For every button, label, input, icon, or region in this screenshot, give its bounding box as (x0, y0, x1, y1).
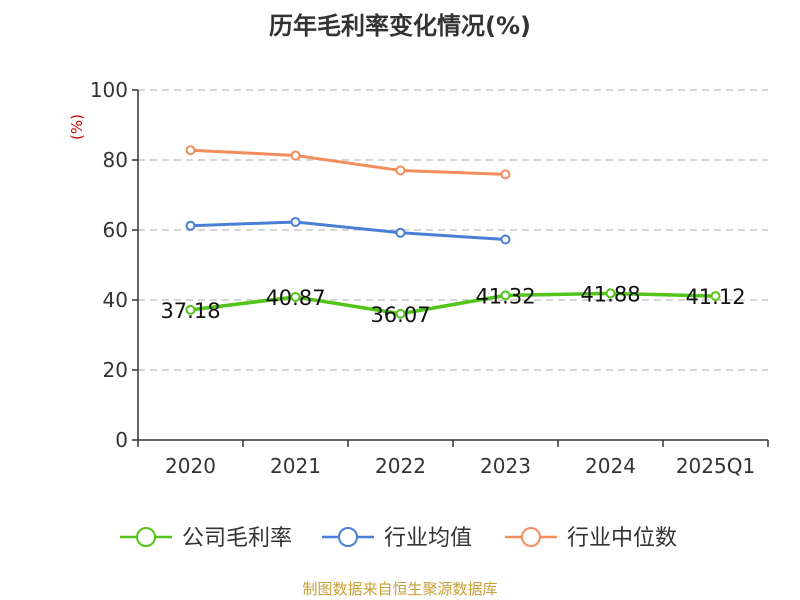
chart-title: 历年毛利率变化情况(%) (269, 12, 531, 40)
x-tick-label: 2025Q1 (676, 454, 755, 478)
data-point (185, 304, 196, 315)
legend-label: 行业中位数 (567, 526, 677, 551)
x-tick-label: 2022 (375, 454, 426, 478)
series-line (189, 148, 507, 176)
series-line (188, 291, 718, 316)
data-label: 41.88 (580, 282, 640, 306)
data-point (185, 145, 196, 156)
grid-lines (138, 89, 768, 371)
legend-marker (136, 527, 156, 547)
data-point (500, 290, 511, 301)
y-tick-label: 100 (90, 78, 128, 102)
x-tick-label: 2021 (270, 454, 321, 478)
data-label: 41.12 (685, 285, 745, 309)
y-axis-unit: (%) (68, 114, 86, 140)
data-point (290, 216, 301, 227)
series-lines (185, 145, 721, 319)
y-tick-label: 40 (103, 288, 128, 312)
data-label: 41.32 (475, 284, 535, 308)
data-point (290, 291, 301, 302)
y-tick-label: 60 (103, 218, 128, 242)
legend-marker (338, 527, 358, 547)
source-footer: 制图数据来自恒生聚源数据库 (302, 580, 498, 598)
data-label: 40.87 (265, 286, 325, 310)
data-point (500, 234, 511, 245)
data-label: 37.18 (160, 299, 220, 323)
data-point (395, 165, 406, 176)
y-tick-label: 0 (115, 428, 128, 452)
legend-label: 行业均值 (384, 526, 472, 551)
legend-label: 公司毛利率 (182, 526, 292, 551)
x-tick-label: 2023 (480, 454, 531, 478)
data-point (605, 288, 616, 299)
x-tick-label: 2024 (585, 454, 636, 478)
data-point (500, 169, 511, 180)
x-tick-label: 2020 (165, 454, 216, 478)
y-tick-label: 20 (103, 358, 128, 382)
legend-item[interactable]: 行业中位数 (505, 526, 677, 551)
axes: 0 20 40 60 80 100(%) 2020 2021 2022 2023 2024 2025Q… (68, 78, 769, 478)
series-line (189, 220, 507, 241)
data-point (395, 308, 406, 319)
data-point (185, 220, 196, 231)
data-point (710, 291, 721, 302)
data-point (395, 227, 406, 238)
legend-marker (521, 527, 541, 547)
y-tick-label: 80 (103, 148, 128, 172)
legend[interactable]: 公司毛利率 行业均值 行业中位数 (120, 526, 677, 551)
data-label: 36.07 (370, 303, 430, 327)
data-labels: 37.18 40.87 36.07 41.32 41.88 41.12 (160, 282, 745, 326)
legend-item[interactable]: 公司毛利率 (120, 526, 292, 551)
legend-item[interactable]: 行业均值 (322, 526, 472, 551)
data-point (290, 150, 301, 161)
